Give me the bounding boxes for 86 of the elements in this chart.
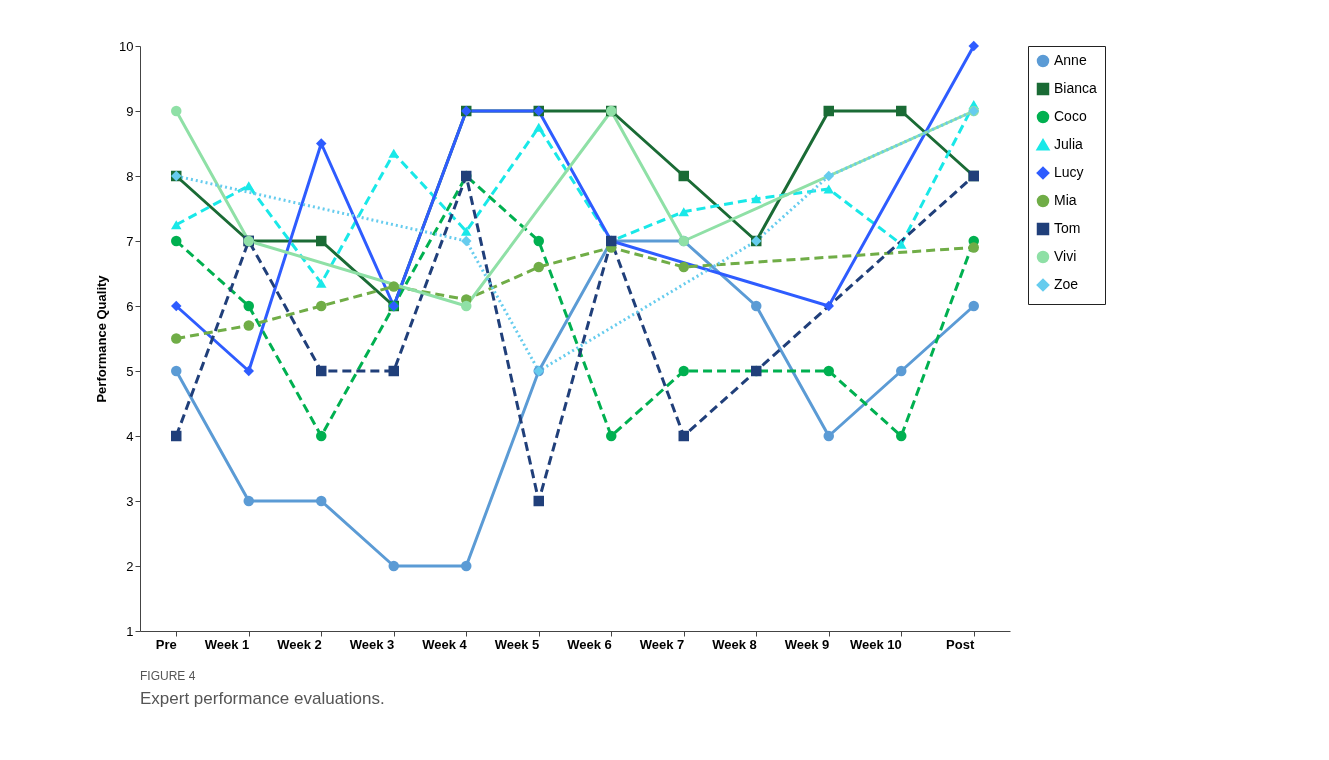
point <box>896 239 907 249</box>
point <box>316 138 327 149</box>
point <box>243 320 254 331</box>
point <box>678 261 689 273</box>
point <box>171 220 182 230</box>
point <box>171 105 182 117</box>
point <box>171 333 182 344</box>
point <box>678 430 689 442</box>
legend-label: Mia <box>1054 192 1077 208</box>
point <box>823 430 834 442</box>
point <box>388 281 399 292</box>
point <box>243 365 254 377</box>
x-tick-label: Week 1 <box>204 636 250 652</box>
point <box>316 495 327 507</box>
point <box>388 148 399 158</box>
point <box>533 495 544 507</box>
y-tick-label: 7 <box>126 233 134 249</box>
point <box>243 300 254 312</box>
point <box>388 560 399 572</box>
point <box>171 430 182 442</box>
point <box>678 365 689 377</box>
y-tick-label: 10 <box>119 38 134 54</box>
text: Expert performance evaluations. <box>140 689 385 708</box>
x-tick-label: Week 5 <box>494 636 540 652</box>
point <box>533 235 544 247</box>
legend-label: Lucy <box>1054 164 1084 180</box>
point <box>461 235 472 247</box>
point <box>316 430 327 442</box>
x-tick-label: Week 10 <box>849 636 902 652</box>
legend-label: Bianca <box>1054 80 1098 96</box>
legend-label: Tom <box>1054 220 1081 236</box>
point <box>461 560 472 572</box>
point <box>751 194 762 204</box>
point <box>823 105 834 117</box>
point <box>823 184 834 194</box>
x-tick-label: Week 8 <box>712 636 757 652</box>
point <box>243 181 254 191</box>
y-tick-label: 3 <box>126 493 134 509</box>
point <box>533 122 544 132</box>
y-tick-label: 9 <box>126 103 134 119</box>
point <box>823 365 834 377</box>
point <box>751 300 762 312</box>
x-tick-label: Week 6 <box>567 636 612 652</box>
point <box>316 300 327 312</box>
point <box>896 105 907 117</box>
x-tick-label: Week 3 <box>349 636 395 652</box>
point <box>388 365 399 377</box>
point <box>823 300 834 312</box>
point <box>606 430 617 442</box>
x-tick-label: Week 9 <box>784 636 830 652</box>
point <box>968 300 979 312</box>
x-tick-label: Pre <box>155 636 177 652</box>
point <box>316 278 327 288</box>
caption: FIGURE 4 <box>140 669 196 683</box>
point <box>823 170 834 182</box>
legend-label: Zoe <box>1054 276 1079 292</box>
point <box>171 365 182 377</box>
point <box>968 242 979 253</box>
y-axis-title: Performance Quality <box>94 274 110 403</box>
x-tick-label: Week 2 <box>277 636 322 652</box>
legend-label: Anne <box>1054 52 1087 68</box>
y-tick-label: 1 <box>126 623 134 639</box>
point <box>316 365 327 377</box>
y-tick-label: 6 <box>126 298 134 314</box>
x-tick-label: Week 7 <box>639 636 685 652</box>
point <box>896 430 907 442</box>
x-tick-label: Post <box>946 636 975 652</box>
point <box>678 170 689 182</box>
y-tick-label: 4 <box>126 428 134 444</box>
point <box>316 235 327 247</box>
point <box>896 365 907 377</box>
point <box>968 40 979 52</box>
point <box>171 235 182 247</box>
point <box>243 495 254 507</box>
y-tick-label: 8 <box>126 168 134 184</box>
y-tick-label: 2 <box>126 558 134 574</box>
legend-label: Vivi <box>1054 248 1077 264</box>
x-tick-label: Week 4 <box>422 636 468 652</box>
point <box>461 300 472 312</box>
point <box>461 226 472 236</box>
legend-label: Julia <box>1054 136 1084 152</box>
point <box>678 207 689 217</box>
point <box>533 261 544 273</box>
y-tick-label: 5 <box>126 363 134 379</box>
point <box>171 300 182 312</box>
legend-label: Coco <box>1054 108 1087 124</box>
